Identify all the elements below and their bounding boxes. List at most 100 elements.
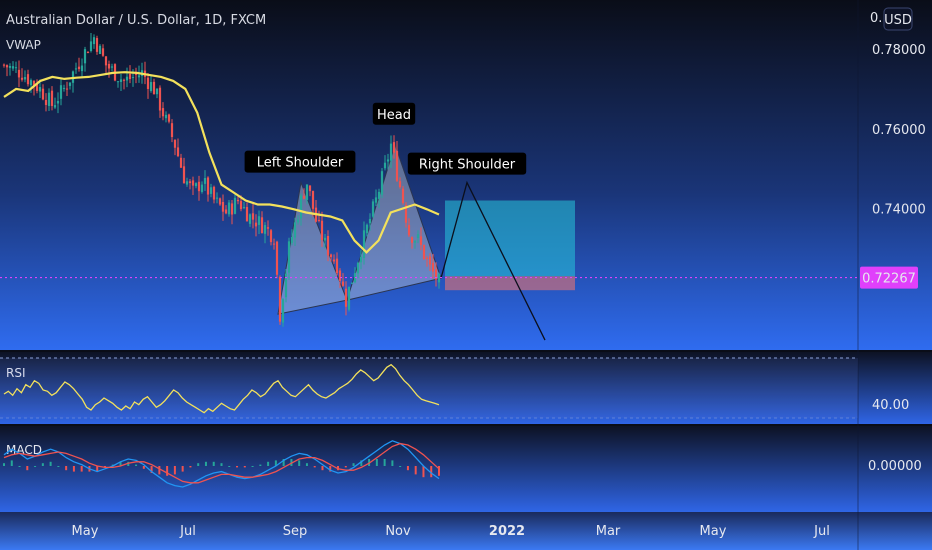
candle-body: [50, 90, 54, 106]
candle-body: [212, 186, 216, 200]
time-tick-label: Nov: [385, 524, 411, 539]
signal-line: [3, 442, 440, 484]
macd-histogram-bar: [34, 466, 37, 467]
candle-body: [125, 76, 129, 81]
rsi-legend[interactable]: RSI: [6, 366, 26, 380]
macd-histogram-bar: [274, 460, 277, 466]
candle-body: [320, 220, 324, 240]
rsi-pane-bg: [0, 352, 932, 424]
candle-body: [188, 181, 192, 184]
candle-body: [254, 222, 258, 227]
macd-histogram-bar: [49, 461, 52, 466]
macd-histogram-bar: [298, 460, 301, 466]
candle-body: [116, 81, 120, 83]
macd-histogram-bar: [282, 459, 285, 466]
macd-histogram-bar: [243, 466, 246, 468]
candle-body: [233, 197, 237, 214]
candle-body: [323, 237, 327, 241]
currency-button[interactable]: USD: [883, 7, 913, 31]
candle-body: [101, 48, 105, 56]
symbol-title[interactable]: Australian Dollar / U.S. Dollar, 1D, FXC…: [6, 13, 266, 28]
candle-body: [167, 114, 171, 122]
candle-body: [347, 286, 351, 310]
price-top-partial: 0.: [870, 11, 882, 26]
price-tick-label: 0.76000: [872, 123, 926, 138]
candle-body: [332, 259, 336, 262]
candle-body: [257, 216, 261, 225]
macd-histogram-bar: [220, 463, 223, 466]
candle-body: [146, 77, 150, 89]
price-tick-label: 0.78000: [872, 43, 926, 58]
macd-histogram-bar: [267, 461, 270, 466]
rsi-series: [0, 357, 858, 419]
macd-histogram-bar: [422, 466, 425, 478]
macd-histogram-bar: [406, 466, 409, 471]
candle-body: [362, 230, 366, 258]
candle-body: [377, 191, 381, 199]
last-price-badge: [860, 266, 918, 289]
candle-body: [11, 66, 15, 69]
candle-body: [152, 81, 156, 95]
currency-label[interactable]: USD: [884, 13, 912, 28]
candle-body: [32, 80, 36, 87]
candle-body: [206, 177, 210, 195]
rsi-line: [3, 363, 440, 414]
candle-body: [92, 37, 96, 45]
candle-body: [341, 281, 345, 286]
candle-body: [269, 230, 273, 243]
candle-body: [182, 166, 186, 184]
candle-body: [14, 67, 18, 69]
candle-body: [392, 142, 396, 153]
candle-body: [107, 63, 111, 69]
price-axis[interactable]: 0.78000 0.76000 0.74000: [872, 43, 926, 217]
main-pane-bg: [0, 0, 932, 350]
rsi-value-label: 40.00: [872, 398, 909, 413]
macd-histogram-bar: [375, 459, 378, 466]
macd-histogram-bar: [127, 461, 130, 466]
candle-body: [119, 79, 123, 82]
macd-histogram-bar: [189, 466, 192, 468]
candle-body: [278, 276, 282, 322]
macd-histogram-bar: [26, 466, 29, 471]
macd-histogram-bar: [57, 466, 60, 467]
candle-body: [128, 73, 132, 80]
macd-histogram-bar: [3, 463, 5, 466]
vwap-legend[interactable]: VWAP: [6, 38, 41, 52]
macd-histogram-bar: [383, 459, 386, 466]
candle-body: [203, 178, 207, 184]
macd-histogram-bar: [305, 463, 308, 466]
macd-histogram-bar: [204, 461, 207, 466]
trade-zones: [445, 200, 575, 291]
candle-body: [56, 100, 60, 104]
rsi-band: [0, 358, 858, 418]
macd-histogram-bar: [173, 466, 176, 475]
annotation-box: [244, 150, 356, 173]
time-tick-label: Jul: [179, 524, 196, 539]
candle-body: [38, 87, 42, 92]
candle-body: [2, 64, 6, 66]
candle-body: [5, 65, 9, 68]
candle-body: [251, 213, 255, 220]
candle-body: [290, 237, 294, 243]
candle-body: [398, 181, 402, 188]
time-axis[interactable]: May Jul Sep Nov 2022 Mar May Jul: [72, 524, 830, 539]
candle-body: [26, 74, 30, 85]
macd-histogram-bar: [10, 460, 13, 466]
candle-body: [158, 87, 162, 111]
macd-legend[interactable]: MACD: [6, 443, 42, 457]
macd-histogram-bar: [80, 466, 83, 472]
macd-histogram-bar: [197, 463, 200, 466]
candle-body: [335, 258, 339, 274]
candle-body: [245, 207, 249, 222]
candle-body: [98, 45, 102, 55]
candle-body: [305, 184, 309, 200]
candle-body: [416, 234, 420, 239]
candle-body: [236, 199, 240, 202]
candle-body: [215, 197, 219, 199]
candle-body: [230, 203, 234, 215]
macd-histogram-bar: [313, 466, 316, 468]
macd-histogram-bar: [212, 461, 215, 466]
time-axis-bg: [0, 512, 932, 550]
candle-body: [338, 270, 342, 281]
candle-body: [44, 99, 48, 105]
